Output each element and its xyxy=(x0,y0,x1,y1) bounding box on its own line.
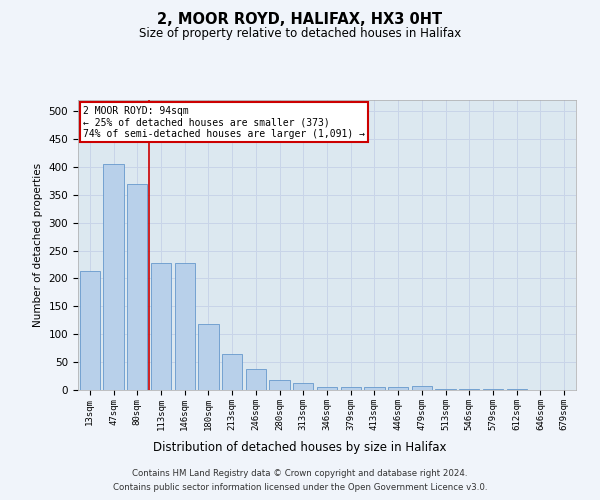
Bar xyxy=(341,386,361,390)
Text: 2 MOOR ROYD: 94sqm
← 25% of detached houses are smaller (373)
74% of semi-detach: 2 MOOR ROYD: 94sqm ← 25% of detached hou… xyxy=(83,106,365,139)
Bar xyxy=(269,380,290,390)
Bar xyxy=(364,386,385,390)
Text: Contains HM Land Registry data © Crown copyright and database right 2024.: Contains HM Land Registry data © Crown c… xyxy=(132,468,468,477)
Bar xyxy=(151,263,171,390)
Bar xyxy=(199,324,218,390)
Bar xyxy=(246,369,266,390)
Bar xyxy=(317,386,337,390)
Bar xyxy=(103,164,124,390)
Bar xyxy=(412,386,432,390)
Y-axis label: Number of detached properties: Number of detached properties xyxy=(33,163,43,327)
Text: 2, MOOR ROYD, HALIFAX, HX3 0HT: 2, MOOR ROYD, HALIFAX, HX3 0HT xyxy=(157,12,443,28)
Bar xyxy=(80,271,100,390)
Bar xyxy=(222,354,242,390)
Bar xyxy=(388,386,408,390)
Bar xyxy=(293,384,313,390)
Text: Contains public sector information licensed under the Open Government Licence v3: Contains public sector information licen… xyxy=(113,484,487,492)
Text: Distribution of detached houses by size in Halifax: Distribution of detached houses by size … xyxy=(153,441,447,454)
Text: Size of property relative to detached houses in Halifax: Size of property relative to detached ho… xyxy=(139,28,461,40)
Bar xyxy=(127,184,148,390)
Bar xyxy=(175,263,195,390)
